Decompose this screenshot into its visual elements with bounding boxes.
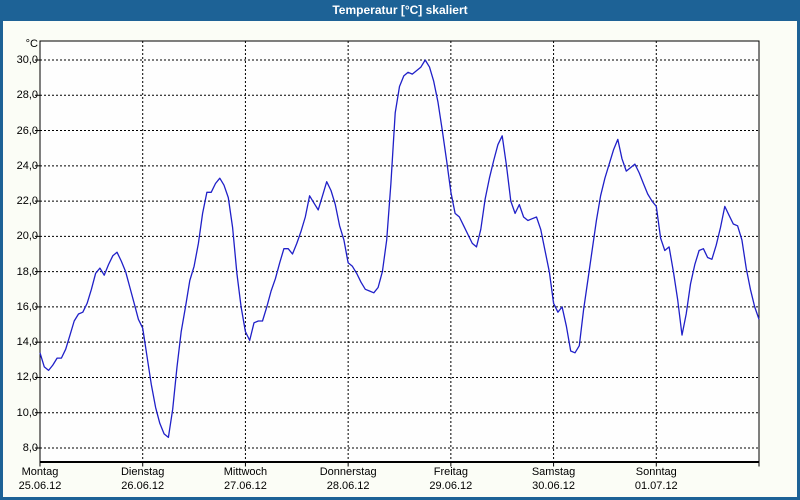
y-axis-tick-label: 26,0 — [16, 124, 38, 137]
y-axis-tick-label: 10,0 — [16, 406, 38, 419]
y-axis-tick-label: 28,0 — [16, 89, 38, 102]
plot-border — [39, 40, 760, 462]
day-name-label: Freitag — [433, 466, 468, 478]
y-axis-tick-label: 12,0 — [16, 371, 38, 384]
day-name-label: Dienstag — [120, 466, 165, 478]
day-date-label: 01.07.12 — [634, 480, 678, 492]
day-date-label: 30.06.12 — [532, 480, 575, 492]
day-name-label: Samstag — [531, 466, 576, 478]
day-date-label: 27.06.12 — [224, 480, 267, 492]
y-axis-tick-label: 8,0 — [22, 442, 38, 454]
y-axis-tick-label: 30,0 — [16, 54, 38, 66]
day-date-label: 29.06.12 — [429, 480, 473, 492]
y-axis-tick-label: 14,0 — [16, 336, 38, 349]
temperature-line-chart — [35, 40, 760, 467]
y-axis-tick-label: 24,0 — [16, 159, 38, 172]
y-axis-tick-label: 22,0 — [16, 195, 38, 208]
day-date-label: 26.06.12 — [121, 480, 165, 492]
y-axis-unit-label: °C — [25, 38, 38, 50]
window-title: Temperatur [°C] skaliert — [332, 3, 468, 17]
plot-background — [40, 41, 759, 462]
day-name-label: Mittwoch — [223, 466, 268, 478]
y-axis-tick-label: 18,0 — [16, 265, 38, 278]
temperature-series-line — [39, 59, 760, 439]
day-name-label: Donnerstag — [319, 466, 377, 478]
day-name-label: Sonntag — [635, 466, 677, 478]
day-date-label: 28.06.12 — [326, 480, 370, 492]
y-axis-tick-label: 20,0 — [16, 230, 38, 243]
window-titlebar[interactable]: Temperatur [°C] skaliert — [3, 0, 797, 21]
chart-area: °C 30,0 28,0 26,0 24,0 22,0 20,0 18,0 16,0 14,0 1… — [16, 38, 760, 492]
day-date-label: 25.06.12 — [18, 480, 62, 492]
day-name-label: Montag — [21, 466, 59, 478]
y-axis-tick-label: 16,0 — [16, 300, 38, 313]
